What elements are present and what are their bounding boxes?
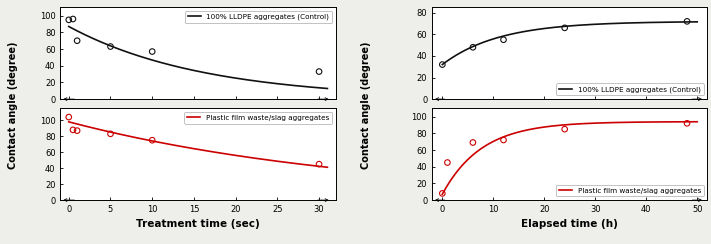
Text: Contact angle (degree): Contact angle (degree) bbox=[8, 41, 18, 169]
Text: Contact angle (degree): Contact angle (degree) bbox=[361, 41, 371, 169]
Point bbox=[442, 161, 453, 164]
Point bbox=[498, 38, 509, 42]
X-axis label: Treatment time (sec): Treatment time (sec) bbox=[137, 220, 260, 230]
Point bbox=[559, 127, 570, 131]
Legend: 100% LLDPE aggregates (Control): 100% LLDPE aggregates (Control) bbox=[557, 83, 704, 95]
Point bbox=[681, 20, 693, 23]
Point bbox=[437, 192, 448, 195]
Point bbox=[63, 18, 75, 22]
Point bbox=[314, 70, 325, 73]
Point bbox=[314, 162, 325, 166]
Legend: Plastic film waste/slag aggregates: Plastic film waste/slag aggregates bbox=[556, 185, 704, 196]
Legend: Plastic film waste/slag aggregates: Plastic film waste/slag aggregates bbox=[184, 112, 332, 124]
Point bbox=[467, 141, 479, 144]
Point bbox=[68, 128, 79, 132]
Point bbox=[105, 132, 116, 136]
Point bbox=[681, 121, 693, 125]
Point bbox=[146, 138, 158, 142]
Point bbox=[71, 129, 82, 132]
Point bbox=[71, 39, 82, 43]
Point bbox=[63, 115, 75, 119]
X-axis label: Elapsed time (h): Elapsed time (h) bbox=[521, 220, 619, 230]
Point bbox=[467, 45, 479, 49]
Point bbox=[498, 138, 509, 142]
Point bbox=[105, 45, 116, 49]
Legend: 100% LLDPE aggregates (Control): 100% LLDPE aggregates (Control) bbox=[185, 11, 332, 23]
Point bbox=[559, 26, 570, 30]
Point bbox=[68, 17, 79, 21]
Point bbox=[437, 63, 448, 67]
Point bbox=[146, 50, 158, 53]
